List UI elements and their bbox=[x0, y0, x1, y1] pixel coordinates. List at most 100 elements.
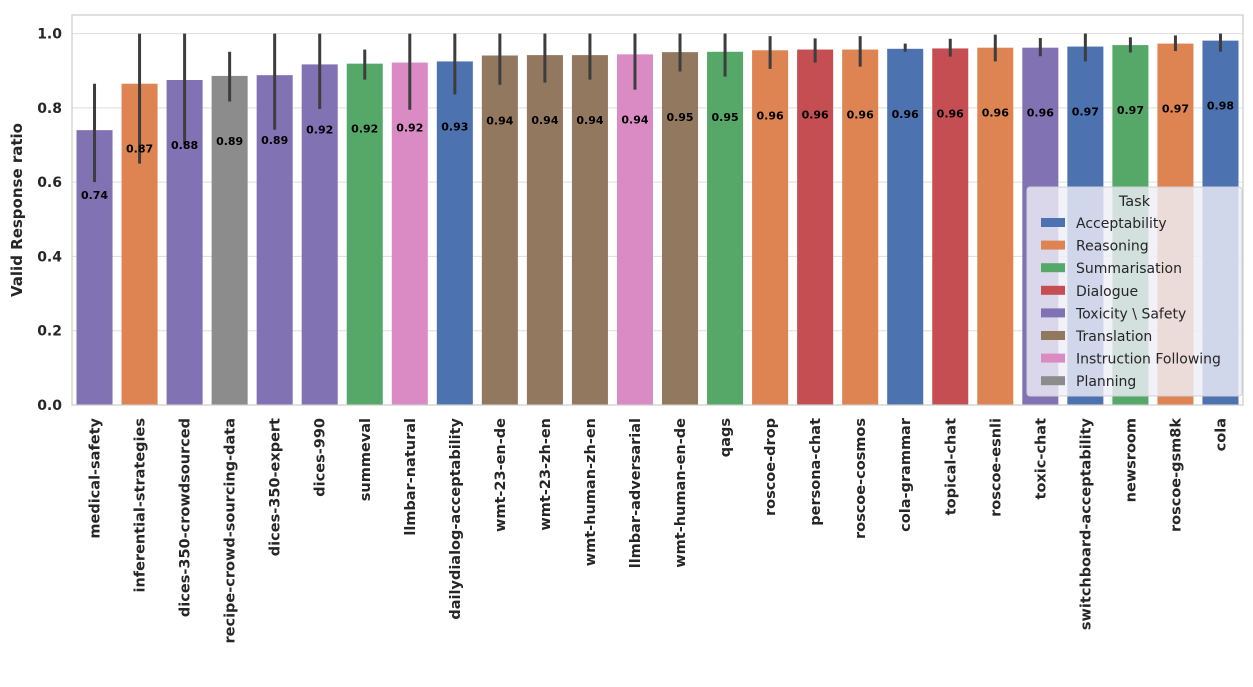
value-label: 0.89 bbox=[261, 134, 288, 147]
bar-cola-grammar bbox=[887, 48, 924, 406]
y-tick-label: 0.4 bbox=[37, 249, 62, 265]
x-tick-label: roscoe-gsm8k bbox=[1168, 418, 1184, 532]
x-tick-label: recipe-crowd-sourcing-data bbox=[223, 418, 239, 644]
legend-entry: Acceptability bbox=[1076, 216, 1167, 232]
value-label: 0.95 bbox=[666, 111, 693, 124]
bar-roscoe-cosmos bbox=[842, 49, 879, 406]
x-tick-labels: medical-safety inferential-strategies dice… bbox=[88, 417, 1230, 643]
bar-persona-chat bbox=[797, 49, 834, 406]
value-label: 0.96 bbox=[937, 107, 964, 120]
bar-dices-350-expert bbox=[256, 75, 293, 406]
value-label: 0.94 bbox=[621, 113, 648, 126]
value-label: 0.97 bbox=[1162, 103, 1189, 116]
value-label: 0.74 bbox=[81, 189, 108, 202]
legend-swatch bbox=[1041, 308, 1065, 318]
bar-qags bbox=[707, 51, 744, 406]
bar-wmt-23-zh-en bbox=[526, 55, 563, 405]
value-label: 0.97 bbox=[1072, 106, 1099, 119]
legend-entry: Toxicity \ Safety bbox=[1075, 306, 1186, 322]
x-tick-label: qags bbox=[718, 418, 734, 457]
bar-wmt-human-en-de bbox=[662, 52, 699, 406]
y-tick-label: 0.8 bbox=[37, 101, 62, 117]
legend-entry: Planning bbox=[1076, 374, 1136, 390]
bar-wmt-23-en-de bbox=[481, 55, 518, 405]
bar-dices-990 bbox=[301, 64, 338, 406]
legend-entry: Dialogue bbox=[1076, 284, 1138, 300]
value-label: 0.96 bbox=[892, 108, 919, 121]
x-tick-label: roscoe-esnli bbox=[988, 418, 1004, 517]
x-tick-label: dices-350-crowdsourced bbox=[178, 418, 194, 617]
bar-recipe-crowd-sourcing-data bbox=[211, 75, 248, 406]
value-label: 0.96 bbox=[757, 109, 784, 122]
y-tick-label: 0.0 bbox=[37, 398, 62, 414]
legend-entry: Summarisation bbox=[1076, 261, 1182, 277]
x-tick-label: toxic-chat bbox=[1033, 418, 1049, 500]
bar-llmbar-natural bbox=[391, 62, 428, 406]
x-tick-label: newsroom bbox=[1123, 418, 1139, 502]
value-label: 0.96 bbox=[847, 109, 874, 122]
value-label: 0.92 bbox=[351, 123, 378, 136]
x-tick-label: wmt-23-zh-en bbox=[538, 418, 554, 531]
x-tick-label: dices-990 bbox=[313, 418, 329, 497]
x-tick-label: summeval bbox=[358, 418, 374, 501]
error-bars bbox=[93, 33, 1222, 183]
bar-roscoe-esnli bbox=[977, 47, 1014, 405]
y-tick-label: 0.2 bbox=[37, 324, 62, 340]
plot-frame bbox=[71, 14, 1244, 406]
bar-roscoe-drop bbox=[752, 50, 789, 406]
x-tick-label: switchboard-acceptability bbox=[1078, 417, 1094, 630]
bar-llmbar-adversarial bbox=[616, 54, 653, 405]
x-tick-label: wmt-23-en-de bbox=[493, 418, 509, 532]
x-tick-label: persona-chat bbox=[808, 418, 824, 526]
legend-swatch bbox=[1041, 331, 1065, 340]
value-labels: 0.74 0.87 0.88 0.89 0.89 0.92 0.92 0.92 0.93 0.94… bbox=[81, 100, 1234, 203]
legend-entry: Translation bbox=[1075, 329, 1152, 345]
x-tick-label: cola-grammar bbox=[898, 417, 914, 532]
bar-wmt-human-zh-en bbox=[571, 55, 608, 405]
value-label: 0.96 bbox=[802, 109, 829, 122]
x-tick-label: topical-chat bbox=[943, 418, 959, 515]
x-tick-label: cola bbox=[1213, 418, 1229, 451]
value-label: 0.97 bbox=[1117, 104, 1144, 117]
y-axis-label: Valid Response ratio bbox=[8, 123, 26, 297]
legend: Task Acceptability Reasoning Summarisation D… bbox=[1026, 186, 1243, 397]
legend-swatch bbox=[1041, 263, 1065, 273]
y-tick-label: 0.6 bbox=[37, 175, 62, 191]
x-tick-label: wmt-human-en-de bbox=[673, 418, 689, 568]
value-label: 0.94 bbox=[486, 114, 513, 127]
legend-entry: Reasoning bbox=[1076, 239, 1149, 255]
x-tick-label: roscoe-cosmos bbox=[853, 418, 869, 539]
x-tick-label: medical-safety bbox=[88, 417, 104, 538]
legend-entry: Instruction Following bbox=[1076, 352, 1221, 368]
value-label: 0.89 bbox=[216, 135, 243, 148]
legend-swatch bbox=[1041, 285, 1065, 295]
legend-title: Task bbox=[1118, 194, 1151, 210]
legend-swatch bbox=[1041, 218, 1065, 227]
x-tick-label: dices-350-expert bbox=[268, 418, 284, 556]
legend-box bbox=[1026, 186, 1243, 397]
legend-swatch bbox=[1041, 240, 1065, 250]
value-label: 0.92 bbox=[306, 123, 333, 136]
x-tick-label: llmbar-natural bbox=[403, 418, 419, 536]
x-tick-label: dailydialog-acceptability bbox=[448, 417, 464, 619]
value-label: 0.95 bbox=[711, 111, 738, 124]
x-tick-label: inferential-strategies bbox=[133, 418, 149, 593]
y-tick-labels: 0.0 0.2 0.4 0.6 0.8 1.0 bbox=[37, 27, 62, 414]
value-label: 0.87 bbox=[126, 143, 153, 156]
bar-topical-chat bbox=[932, 48, 969, 406]
value-label: 0.92 bbox=[396, 122, 423, 135]
value-label: 0.96 bbox=[982, 107, 1009, 120]
value-label: 0.93 bbox=[441, 120, 468, 133]
x-tick-label: llmbar-adversarial bbox=[628, 418, 644, 568]
value-label: 0.98 bbox=[1207, 100, 1234, 113]
bar-dailydialog-acceptability bbox=[436, 61, 473, 406]
x-tick-label: roscoe-drop bbox=[763, 418, 779, 516]
y-tick-label: 1.0 bbox=[37, 27, 62, 43]
value-label: 0.88 bbox=[171, 139, 198, 152]
x-tick-label: wmt-human-zh-en bbox=[583, 418, 599, 566]
value-label: 0.96 bbox=[1027, 107, 1054, 120]
value-label: 0.94 bbox=[576, 114, 603, 127]
bar-summeval bbox=[346, 63, 383, 406]
legend-swatch bbox=[1041, 376, 1065, 386]
